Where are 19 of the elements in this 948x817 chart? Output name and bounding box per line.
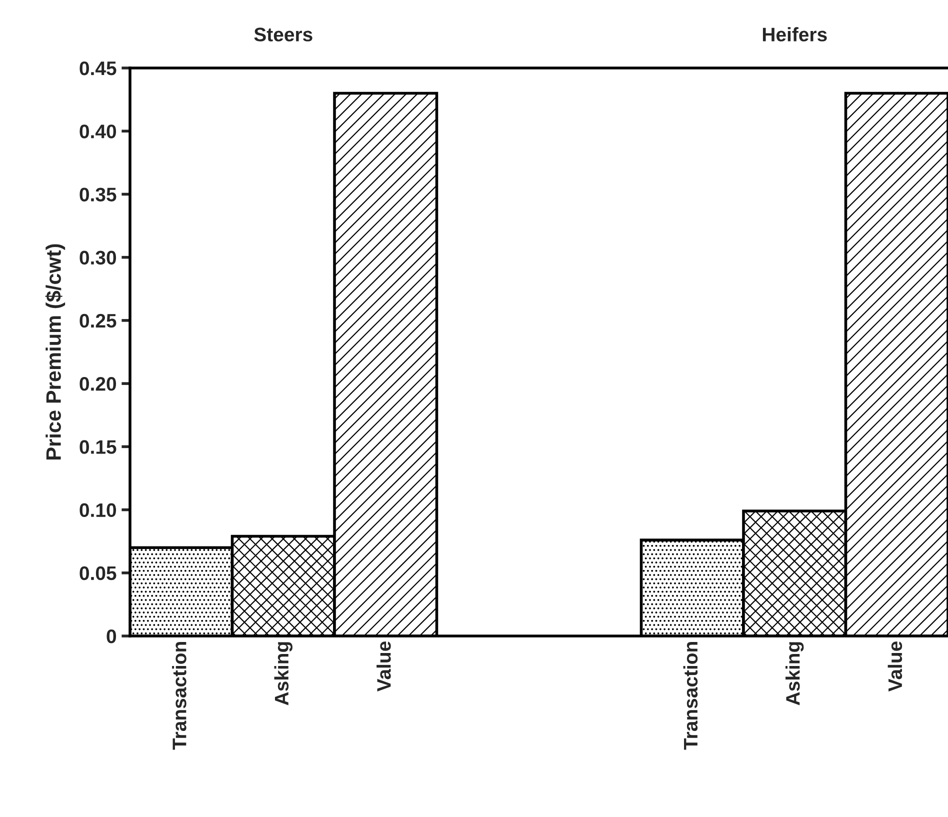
x-tick-label: Transaction — [683, 642, 698, 750]
x-tick-label: Value — [376, 642, 391, 692]
y-axis-title: Price Premium ($/cwt) — [45, 244, 66, 460]
text: Steers — [254, 28, 312, 42]
y-tick-label: 0.25 — [80, 314, 116, 328]
x-tick-label: Transaction — [172, 642, 186, 750]
y-tick-label: 0.15 — [80, 440, 116, 454]
y-tick-label: 0.35 — [80, 188, 116, 202]
text: Heifers — [762, 27, 827, 42]
y-tick-label: 0 — [106, 629, 116, 644]
x-tick-label: Asking — [274, 642, 292, 706]
x-tick-label: Value — [888, 642, 902, 692]
y-tick-label: 0.05 — [80, 566, 116, 580]
y-tick-label: 0.40 — [80, 124, 116, 138]
y-tick-label: 0.10 — [80, 503, 116, 518]
y-tick-label: 0.30 — [80, 250, 116, 265]
x-tick-label: Asking — [786, 642, 804, 706]
y-tick-label: 0.45 — [80, 61, 116, 76]
y-tick-label: 0.20 — [80, 377, 116, 391]
